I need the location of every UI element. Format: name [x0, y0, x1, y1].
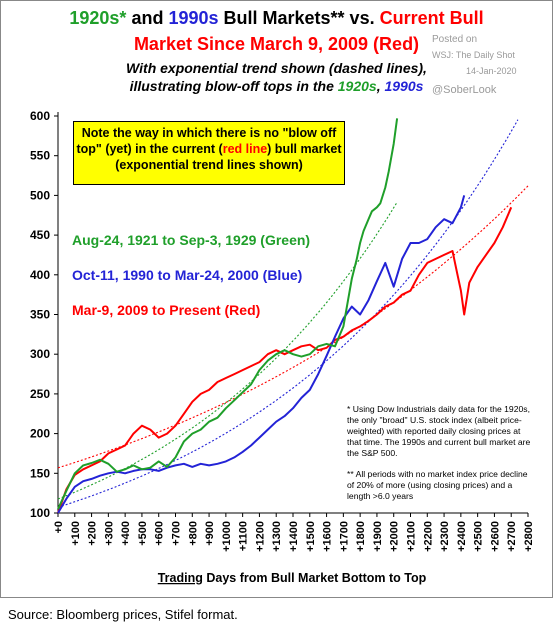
title-1920s: 1920s* [69, 8, 127, 28]
footnotes: * Using Dow Industrials daily data for t… [347, 404, 537, 512]
series-line-red [57, 206, 513, 514]
subtitle-1920s: 1920s [337, 78, 377, 94]
x-tick-label: +2800 [523, 521, 535, 552]
x-tick-label: +1600 [322, 521, 334, 552]
subtitle-1990s: 1990s [384, 78, 424, 94]
y-tick-label: 400 [30, 268, 50, 282]
x-tick-label: +500 [137, 521, 149, 546]
x-tick-label: +1700 [338, 521, 350, 552]
x-tick-label: +2000 [389, 521, 401, 552]
x-tick-label: +400 [120, 521, 132, 546]
trend-line-green [57, 201, 398, 500]
series-label-red: Mar-9, 2009 to Present (Red) [72, 302, 261, 318]
x-tick-label: +1500 [305, 521, 317, 552]
trend-line-red [57, 185, 529, 469]
y-tick-label: 100 [30, 506, 50, 520]
series-line-green [57, 118, 399, 510]
subtitle-comma: , [376, 78, 385, 94]
title-1990s: 1990s [168, 8, 219, 28]
chart-frame [0, 0, 553, 598]
y-tick-label: 600 [30, 109, 50, 123]
callout-text-c: ) bull market (exponential trend lines s… [115, 142, 342, 172]
chart-subtitle-line1: With exponential trend shown (dashed lin… [126, 60, 427, 76]
callout-text-a: Note the way in which there is no "blow … [76, 126, 337, 156]
y-tick-label: 300 [30, 347, 50, 361]
x-tick-label: +2700 [506, 521, 518, 552]
x-tick-label: +2100 [406, 521, 418, 552]
x-tick-label: +1100 [238, 521, 250, 551]
x-axis-label: Trading Days from Bull Market Bottom to … [158, 571, 427, 585]
x-tick-label: +0 [53, 521, 65, 534]
x-axis-label-rest: Days from Bull Market Bottom to Top [203, 571, 427, 585]
watermark-date: 14-Jan-2020 [466, 66, 517, 76]
x-tick-label: +1000 [221, 521, 233, 552]
footnote-2: ** All periods with no market index pric… [347, 469, 528, 501]
x-tick-label: +700 [171, 521, 183, 546]
x-tick-label: +2400 [456, 521, 468, 552]
title-current-bull: Current Bull [379, 8, 484, 28]
series-line-blue [57, 195, 466, 514]
y-tick-label: 500 [30, 188, 50, 202]
chart-title-line1: 1920s* and 1990s Bull Markets** vs. Curr… [0, 8, 553, 29]
x-tick-label: +2600 [489, 521, 501, 552]
chart-subtitle-line2: illustrating blow-off tops in the 1920s,… [0, 78, 553, 94]
title-bull-markets: Bull Markets** vs. [218, 8, 380, 28]
y-tick-label: 200 [30, 427, 50, 441]
x-axis-label-trading: Trading [158, 571, 203, 585]
x-tick-label: +300 [103, 521, 115, 546]
y-tick-label: 150 [30, 466, 50, 480]
watermark-handle: @SoberLook [432, 84, 497, 96]
y-tick-label: 450 [30, 228, 50, 242]
x-tick-label: +600 [154, 521, 166, 546]
x-tick-label: +800 [187, 521, 199, 546]
x-tick-label: +200 [87, 521, 99, 546]
x-tick-label: +100 [70, 521, 82, 546]
trend-line-blue [57, 119, 519, 508]
x-tick-label: +1300 [271, 521, 283, 552]
x-tick-label: +1800 [355, 521, 367, 552]
series-label-blue: Oct-11, 1990 to Mar-24, 2000 (Blue) [72, 267, 303, 283]
x-tick-label: +1400 [288, 521, 300, 552]
callout-box: Note the way in which there is no "blow … [73, 121, 345, 185]
x-tick-label: +1900 [372, 521, 384, 552]
x-tick-label: +2300 [439, 521, 451, 552]
title-and: and [126, 8, 169, 28]
y-tick-label: 250 [30, 387, 50, 401]
x-tick-label: +2200 [422, 521, 434, 552]
series-label-green: Aug-24, 1921 to Sep-3, 1929 (Green) [72, 232, 311, 248]
x-tick-label: +900 [204, 521, 216, 546]
y-tick-label: 350 [30, 308, 50, 322]
chart-title-line2: Market Since March 9, 2009 (Red) [133, 34, 420, 54]
footnote-1: * Using Dow Industrials daily data for t… [347, 404, 531, 458]
x-tick-label: +1200 [254, 521, 266, 552]
subtitle-text: illustrating blow-off tops in the [129, 78, 338, 94]
watermark-posted: Posted on [432, 34, 478, 45]
source-note: Source: Bloomberg prices, Stifel format. [8, 607, 238, 622]
chart-plot: 100 150 200 250 300 350 400 450 500 550 600 +0 +100 +… [30, 109, 535, 585]
x-tick-label: +2500 [473, 521, 485, 552]
callout-red-line: red line [222, 142, 268, 156]
watermark-source: WSJ: The Daily Shot [432, 50, 515, 60]
y-tick-label: 550 [30, 149, 50, 163]
